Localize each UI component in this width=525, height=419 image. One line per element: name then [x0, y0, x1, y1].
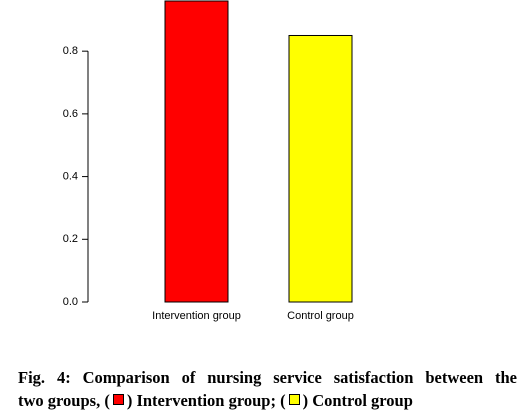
- y-tick-label: 0.4: [63, 170, 78, 182]
- legend-label: ) Control group: [302, 391, 413, 410]
- bar: [288, 34, 353, 303]
- legend-swatch: [112, 394, 124, 405]
- legend-open: (: [280, 391, 286, 410]
- caption: Fig. 4: Comparison of nursing service sa…: [18, 366, 517, 412]
- chart: 0.0 0.2 0.4 0.6 0.8 Intervention group Control…: [63, 0, 354, 322]
- caption-line: Fig. 4: Comparison of nursing service sa…: [18, 368, 517, 387]
- y-tick-label: 0.8: [63, 45, 78, 57]
- y-tick-label: 0.2: [63, 233, 78, 245]
- y-tick-label: 0.0: [63, 296, 78, 308]
- x-tick-label: Control group: [287, 310, 354, 322]
- y-tick-label: 0.6: [63, 108, 78, 120]
- x-tick-label: Intervention group: [152, 310, 241, 322]
- caption-line: two groups, () Intervention group; () Co…: [18, 389, 517, 412]
- legend-label: ) Intervention group;: [126, 391, 276, 410]
- bar: [164, 0, 229, 303]
- legend-swatch: [288, 394, 300, 405]
- caption-text: two groups,: [18, 391, 101, 410]
- legend-open: (: [104, 391, 110, 410]
